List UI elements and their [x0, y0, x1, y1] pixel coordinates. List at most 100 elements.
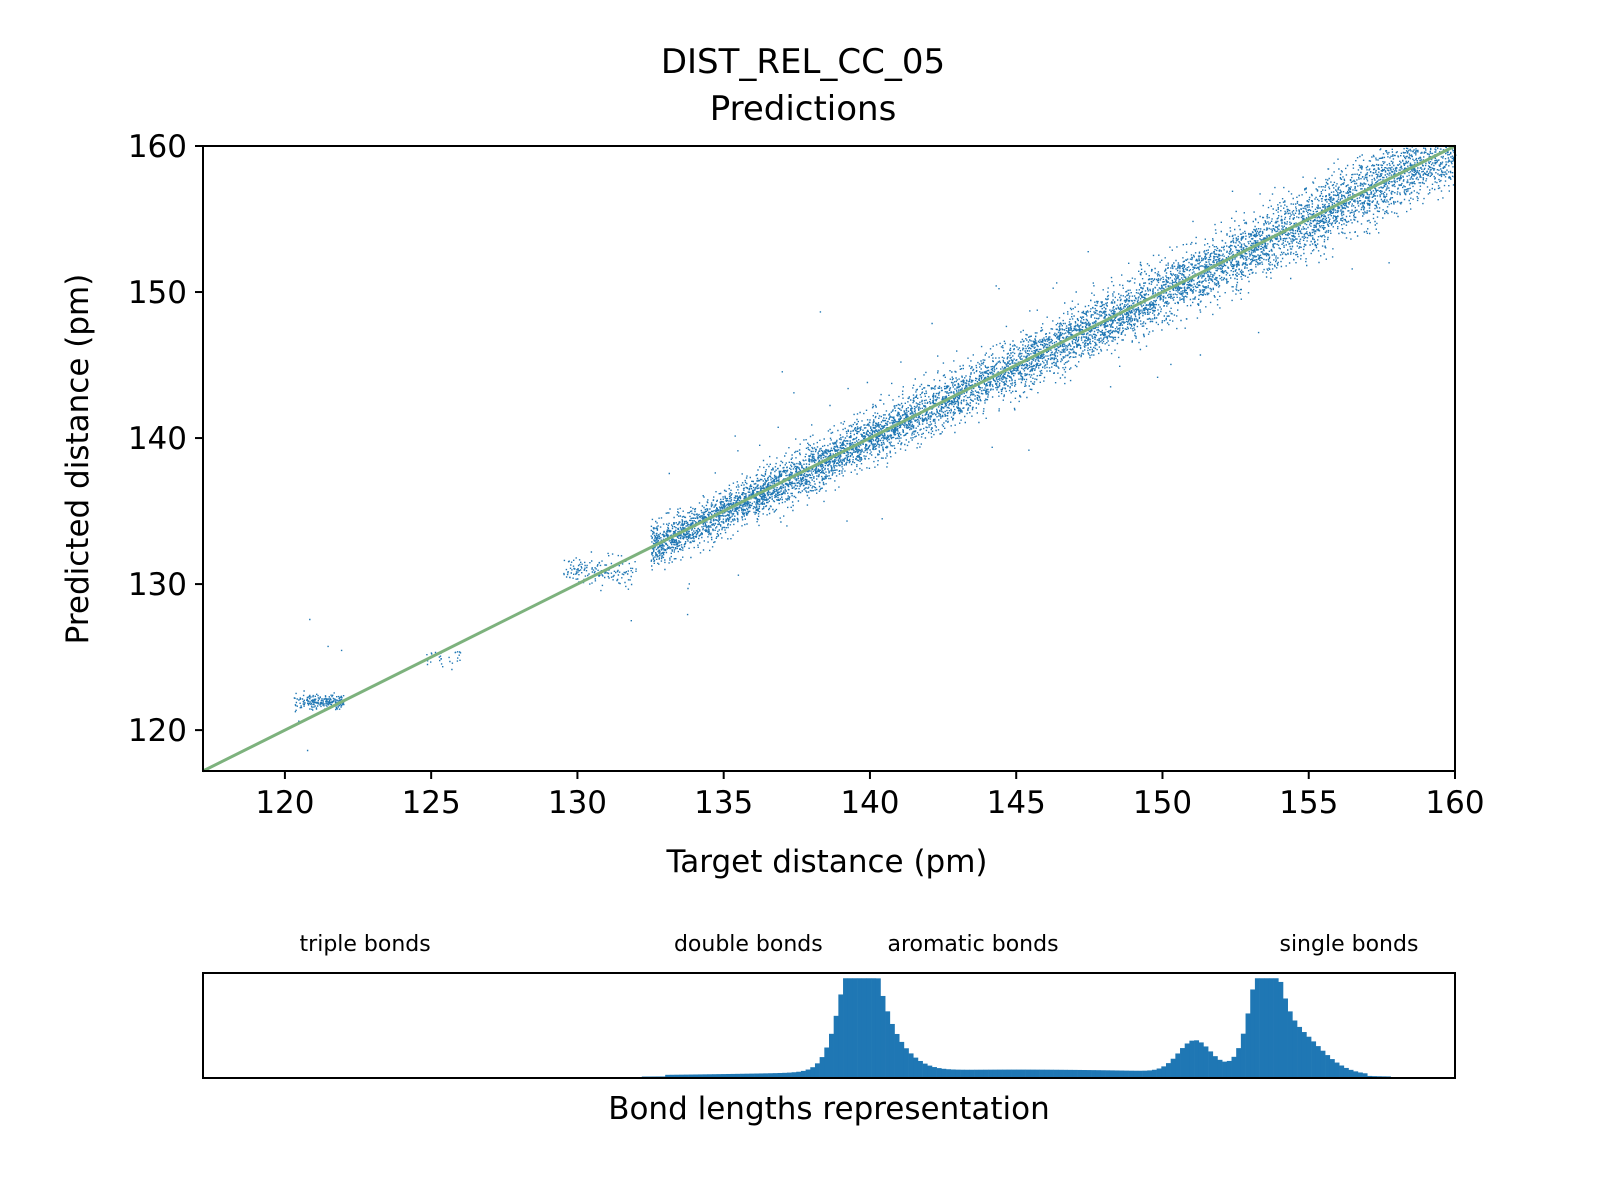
histogram-bar [1128, 1070, 1134, 1078]
histogram-bar [931, 1067, 937, 1078]
histogram-bar [1175, 1053, 1181, 1078]
histogram-bar [1301, 1032, 1307, 1078]
chart-subtitle: Predictions [710, 89, 897, 129]
histogram-bar [908, 1053, 914, 1078]
histogram-bar [1362, 1073, 1368, 1078]
histogram-bar [1077, 1069, 1083, 1078]
histogram-bar [824, 1047, 830, 1078]
histogram-bar [1180, 1048, 1186, 1078]
histogram-bar [1011, 1069, 1017, 1078]
histogram-bar [758, 1073, 764, 1078]
y-tick-label: 130 [128, 567, 187, 603]
histogram-x-label: Bond lengths representation [608, 1091, 1050, 1127]
histogram-bar [1189, 1040, 1195, 1078]
histogram-bar [1086, 1070, 1092, 1078]
histogram-bar [880, 995, 886, 1078]
x-tick-label: 130 [548, 785, 607, 821]
histogram-bar [810, 1067, 816, 1078]
histogram-bar [721, 1074, 727, 1078]
histogram-bar [1039, 1069, 1045, 1078]
histogram-bar [1048, 1069, 1054, 1078]
histogram-bar [1311, 1041, 1317, 1078]
histogram-bar [1147, 1070, 1153, 1078]
histogram-bar [838, 994, 844, 1078]
histogram-bar [1161, 1066, 1167, 1078]
histogram-bar [1081, 1070, 1087, 1078]
histogram-bar [1245, 1013, 1251, 1078]
histogram-bar [1306, 1036, 1312, 1078]
histogram-bar [992, 1069, 998, 1078]
histogram-bar [1254, 978, 1260, 1078]
histogram-bar [899, 1041, 905, 1078]
histogram-bar [1278, 981, 1284, 1078]
histogram-bar [740, 1073, 746, 1078]
histogram-bar [1142, 1070, 1148, 1078]
histogram-bar [871, 978, 877, 1078]
histogram-bar [800, 1070, 806, 1078]
histogram-bar [988, 1069, 994, 1078]
x-tick-label: 140 [840, 785, 899, 821]
histogram-bar [1240, 1033, 1246, 1078]
histogram-bar [814, 1063, 820, 1078]
histogram-bar [726, 1073, 732, 1078]
histogram-bar [1287, 1011, 1293, 1078]
x-axis-label: Target distance (pm) [665, 844, 987, 880]
histogram-bar [1091, 1070, 1097, 1078]
histogram-bar [1053, 1069, 1059, 1078]
histogram-bar [1044, 1069, 1050, 1078]
histogram-bar [917, 1060, 923, 1078]
histogram-bar [1339, 1065, 1345, 1078]
histogram-bar [744, 1073, 750, 1078]
histogram-bar [885, 1011, 891, 1078]
histogram-bar [772, 1073, 778, 1078]
bond-annotation: single bonds [1279, 932, 1418, 957]
y-tick-label: 140 [128, 421, 187, 457]
histogram-bar [697, 1074, 703, 1078]
histogram-bar [1137, 1070, 1143, 1078]
histogram-bar [1198, 1042, 1204, 1078]
histogram-bar [1367, 1075, 1373, 1078]
histogram-bar [711, 1074, 717, 1078]
histogram-bar [1072, 1069, 1078, 1078]
histogram-bar [843, 978, 849, 1078]
y-tick-label: 160 [128, 129, 187, 165]
scatter-points-path [293, 146, 1457, 752]
histogram-bar [1348, 1069, 1354, 1078]
histogram-bar [716, 1074, 722, 1078]
histogram-bar [1123, 1070, 1129, 1078]
histogram-bar [782, 1072, 788, 1078]
histogram-bar [955, 1069, 961, 1078]
histogram-bar [796, 1071, 802, 1078]
y-tick-label: 120 [128, 713, 187, 749]
histogram-bar [1343, 1067, 1349, 1078]
histogram-bar [1259, 978, 1265, 1078]
histogram-bar [960, 1069, 966, 1078]
histogram-bar [861, 978, 867, 1078]
scatter-frame [202, 145, 1456, 772]
histogram-bar [1156, 1068, 1162, 1078]
histogram-bar [857, 978, 863, 1078]
histogram-bar [1203, 1046, 1209, 1078]
histogram-bar [1063, 1069, 1068, 1078]
histogram-bar [946, 1069, 951, 1078]
histogram-bar [679, 1074, 685, 1078]
histogram-bar [1170, 1058, 1176, 1078]
histogram-bar [941, 1068, 947, 1078]
histogram-frame [202, 972, 1456, 1079]
bond-annotation: aromatic bonds [888, 932, 1059, 957]
histogram-bar [1133, 1070, 1139, 1078]
reference-line [202, 144, 1456, 773]
x-tick-label: 155 [1279, 785, 1338, 821]
x-tick-label: 150 [1133, 785, 1192, 821]
histogram-bars [641, 978, 1391, 1078]
bond-annotation: double bonds [674, 932, 823, 957]
histogram-bar [763, 1073, 769, 1078]
histogram-bar [852, 978, 858, 1078]
histogram-bar [950, 1069, 956, 1078]
histogram-bar [1184, 1043, 1190, 1078]
histogram-bar [894, 1033, 900, 1078]
histogram-bar [674, 1074, 680, 1078]
histogram-bar [866, 978, 872, 1078]
histogram-bar [1353, 1071, 1359, 1078]
histogram-bar [1325, 1055, 1331, 1078]
